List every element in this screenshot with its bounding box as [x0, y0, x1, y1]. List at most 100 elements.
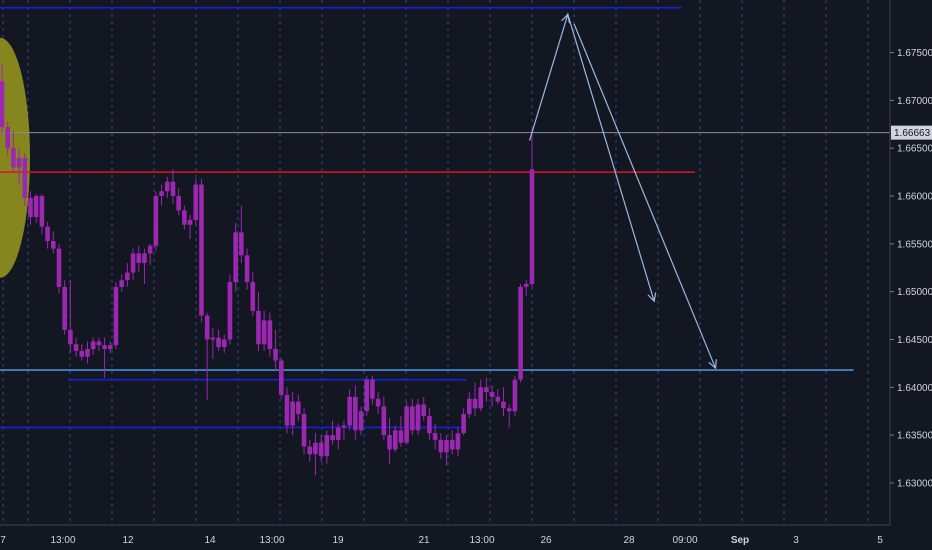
- time-tick-label: 28: [623, 535, 635, 546]
- candle-body: [467, 398, 472, 415]
- candle-body: [404, 406, 409, 443]
- candle-body: [107, 345, 113, 350]
- candle-body: [96, 341, 102, 346]
- candle-body: [524, 284, 529, 287]
- candle-body: [182, 210, 187, 225]
- candle-body: [335, 427, 341, 440]
- price-tick-label: 1.66000: [897, 192, 932, 203]
- horizontal-lines[interactable]: [0, 6, 890, 429]
- time-tick-label: 09:00: [672, 535, 697, 546]
- candle-body: [489, 392, 495, 397]
- candle-body: [119, 280, 124, 287]
- candle-body: [353, 396, 358, 431]
- price-tick-label: 1.63000: [897, 478, 932, 489]
- candle-body: [50, 240, 56, 249]
- candle-body: [113, 286, 119, 346]
- time-tick-label: 12: [122, 535, 134, 546]
- candle-body: [427, 415, 432, 434]
- candle-body: [444, 439, 449, 453]
- candle-body: [233, 232, 238, 283]
- candle-body: [164, 181, 170, 192]
- candle-body: [341, 425, 347, 428]
- candle-body: [193, 184, 199, 220]
- candle-body: [313, 442, 318, 455]
- candle-body: [455, 433, 461, 450]
- candle-body: [375, 398, 381, 407]
- time-tick-label: 13:00: [259, 535, 284, 546]
- candle-body: [358, 411, 364, 431]
- candle-body: [364, 379, 370, 412]
- candle-body: [210, 337, 216, 340]
- time-tick-label: 3: [793, 535, 799, 546]
- price-axis[interactable]: 1.67500 1.67000 1.66500 1.66000 1.65500 1.650…: [889, 0, 932, 525]
- candle-body: [415, 404, 421, 431]
- candle-body: [5, 127, 10, 149]
- candle-body: [33, 196, 39, 218]
- candle-body: [73, 344, 79, 351]
- current-price-label: 1.66663: [894, 128, 931, 139]
- projection-arrows[interactable]: [528, 12, 717, 370]
- time-tick-label: 21: [418, 535, 430, 546]
- candle-body: [227, 282, 233, 340]
- candle-body: [39, 196, 45, 227]
- candle-body: [512, 379, 518, 412]
- candle-body: [187, 219, 193, 225]
- candle-body: [529, 169, 535, 285]
- price-tick-label: 1.65000: [897, 287, 932, 298]
- candles: [0, 64, 535, 476]
- candle-body: [410, 406, 415, 431]
- arrow-head-1: [708, 359, 717, 370]
- candle-body: [244, 255, 250, 283]
- current-price-tag[interactable]: [891, 125, 932, 140]
- candle-body: [296, 401, 301, 415]
- time-tick-label: 19: [332, 535, 344, 546]
- price-tick-label: 1.64000: [897, 383, 932, 394]
- time-axis[interactable]: 7 13:00 12 14 13:00 19 21 13:00 26 28 09:00 Sep 3 5: [0, 524, 890, 546]
- candle-body: [484, 387, 489, 393]
- projection-arrow-1[interactable]: [573, 23, 717, 369]
- candle-body: [495, 396, 501, 402]
- candle-body: [438, 439, 444, 453]
- candle-body: [221, 339, 227, 348]
- candle-body: [501, 401, 506, 409]
- time-tick-label: 13:00: [50, 535, 75, 546]
- price-tick-label: 1.67000: [897, 96, 932, 107]
- candle-body: [204, 315, 210, 340]
- candle-body: [347, 396, 352, 426]
- candle-body: [147, 245, 153, 254]
- candle-body: [261, 320, 267, 345]
- candle-body: [0, 81, 5, 128]
- candle-body: [307, 446, 313, 455]
- candle-body: [449, 439, 455, 450]
- candle-body: [301, 414, 307, 447]
- candle-body: [102, 345, 107, 350]
- time-tick-label: 13:00: [469, 535, 494, 546]
- candle-body: [22, 157, 28, 198]
- candle-body: [28, 197, 33, 218]
- candle-body: [142, 253, 147, 263]
- candle-body: [176, 196, 181, 211]
- candle-body: [278, 360, 284, 395]
- candle-body: [125, 272, 130, 281]
- candle-body: [136, 253, 142, 263]
- price-tick-label: 1.63500: [897, 431, 932, 442]
- price-tick-label: 1.64500: [897, 335, 932, 346]
- price-tick-label: 1.66500: [897, 144, 932, 155]
- candle-body: [45, 226, 50, 241]
- candle-body: [478, 387, 484, 409]
- candle-body: [153, 196, 159, 246]
- candle-body: [370, 379, 375, 399]
- candle-body: [170, 181, 176, 197]
- candle-body: [432, 433, 438, 440]
- candle-body: [250, 282, 256, 311]
- candle-body: [199, 184, 204, 316]
- candle-body: [11, 148, 16, 168]
- candle-body: [56, 248, 62, 287]
- candle-body: [130, 253, 136, 273]
- candle-body: [324, 435, 330, 457]
- candle-body: [290, 401, 295, 426]
- arrow-head-peak: [561, 13, 570, 24]
- candle-body: [79, 350, 85, 357]
